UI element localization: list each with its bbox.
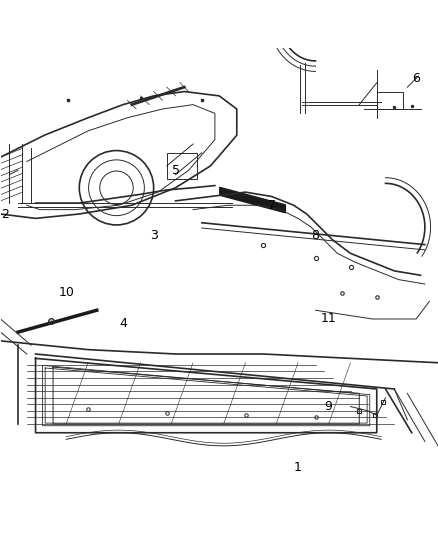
Bar <box>167 153 198 179</box>
Bar <box>377 92 403 109</box>
Text: 1: 1 <box>294 461 302 474</box>
Text: 7: 7 <box>268 199 276 212</box>
Text: 3: 3 <box>150 229 158 243</box>
Text: 9: 9 <box>325 400 332 413</box>
Text: 2: 2 <box>1 207 9 221</box>
Text: 10: 10 <box>58 286 74 299</box>
Text: 6: 6 <box>412 72 420 85</box>
Text: 11: 11 <box>321 312 336 326</box>
Text: 8: 8 <box>311 229 319 243</box>
Text: 4: 4 <box>119 317 127 330</box>
Text: 5: 5 <box>172 164 180 177</box>
